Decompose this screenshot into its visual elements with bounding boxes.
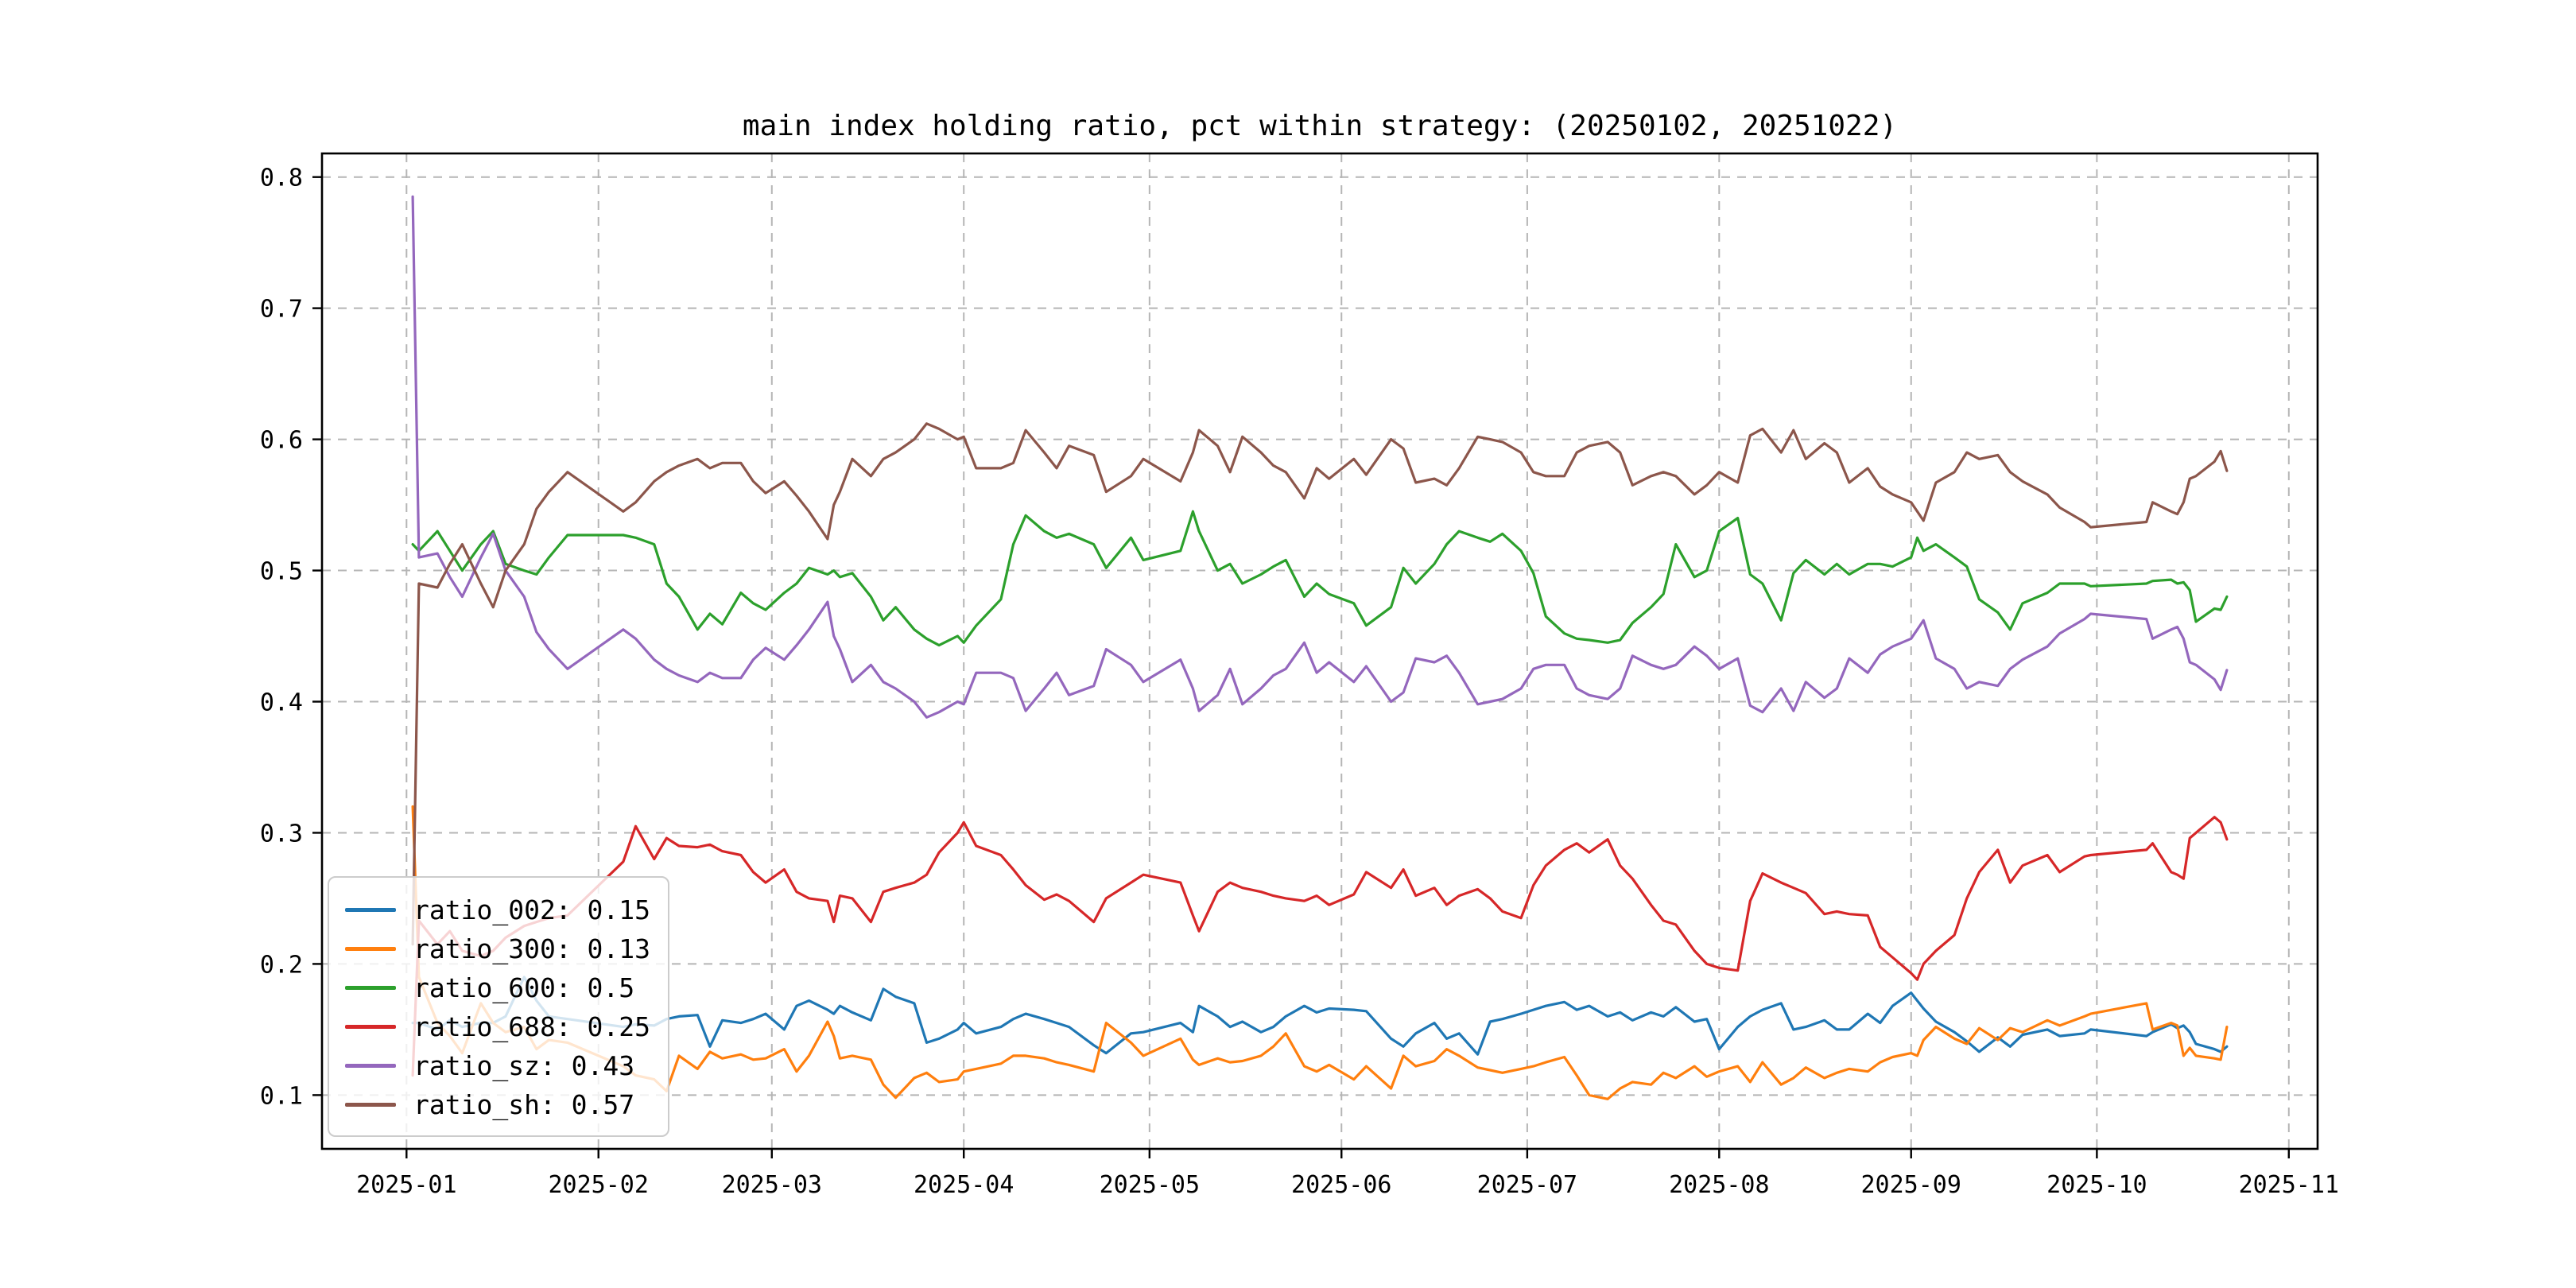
legend-label-ratio_sh: ratio_sh: 0.57 (413, 1089, 635, 1120)
series-line-ratio_688 (411, 816, 2229, 1077)
x-tick-label: 2025-01 (356, 1171, 456, 1199)
y-tick-label: 0.2 (260, 951, 303, 979)
x-tick-label: 2025-10 (2046, 1171, 2147, 1199)
y-tick-label: 0.4 (260, 689, 303, 717)
legend-item-ratio_600: ratio_600: 0.5 (345, 968, 654, 1007)
x-tick-label: 2025-03 (722, 1171, 822, 1199)
axes-spines (320, 152, 2319, 1150)
x-tick-label: 2025-02 (549, 1171, 649, 1199)
x-tick-label: 2025-07 (1477, 1171, 1577, 1199)
legend-item-ratio_688: ratio_688: 0.25 (345, 1007, 654, 1046)
x-tick-label: 2025-04 (914, 1171, 1014, 1199)
y-tick-label: 0.1 (260, 1082, 303, 1110)
legend-label-ratio_sz: ratio_sz: 0.43 (413, 1050, 635, 1081)
legend-swatch-ratio_sz (345, 1064, 396, 1068)
x-tick-label: 2025-09 (1861, 1171, 1961, 1199)
series-line-ratio_600 (411, 510, 2229, 647)
legend-swatch-ratio_600 (345, 986, 396, 990)
legend-swatch-ratio_sh (345, 1103, 396, 1107)
x-tick-label: 2025-05 (1100, 1171, 1200, 1199)
y-tick-label: 0.6 (260, 427, 303, 455)
series-line-ratio_002 (411, 976, 2229, 1056)
legend-item-ratio_300: ratio_300: 0.13 (345, 929, 654, 968)
legend-label-ratio_600: ratio_600: 0.5 (413, 972, 635, 1003)
legend-item-ratio_sz: ratio_sz: 0.43 (345, 1046, 654, 1085)
x-tick-label: 2025-08 (1669, 1171, 1769, 1199)
legend-label-ratio_300: ratio_300: 0.13 (413, 933, 651, 964)
series-line-ratio_300 (411, 805, 2229, 1100)
legend-label-ratio_002: ratio_002: 0.15 (413, 894, 651, 925)
y-tick-label: 0.8 (260, 165, 303, 192)
y-tick-label: 0.7 (260, 296, 303, 324)
series-line-ratio_sz (411, 195, 2229, 719)
x-tick-label: 2025-11 (2239, 1171, 2339, 1199)
chart-title: main index holding ratio, pct within str… (742, 110, 1898, 142)
legend-swatch-ratio_002 (345, 908, 396, 912)
legend: ratio_002: 0.15 ratio_300: 0.13 ratio_600:… (328, 876, 669, 1137)
x-tick-label: 2025-06 (1291, 1171, 1391, 1199)
y-tick-label: 0.3 (260, 820, 303, 848)
legend-item-ratio_sh: ratio_sh: 0.57 (345, 1085, 654, 1124)
legend-swatch-ratio_688 (345, 1025, 396, 1029)
y-tick-label: 0.5 (260, 558, 303, 586)
legend-item-ratio_002: ratio_002: 0.15 (345, 890, 654, 929)
series-line-ratio_sh (411, 422, 2229, 946)
legend-swatch-ratio_300 (345, 947, 396, 951)
legend-label-ratio_688: ratio_688: 0.25 (413, 1011, 651, 1042)
